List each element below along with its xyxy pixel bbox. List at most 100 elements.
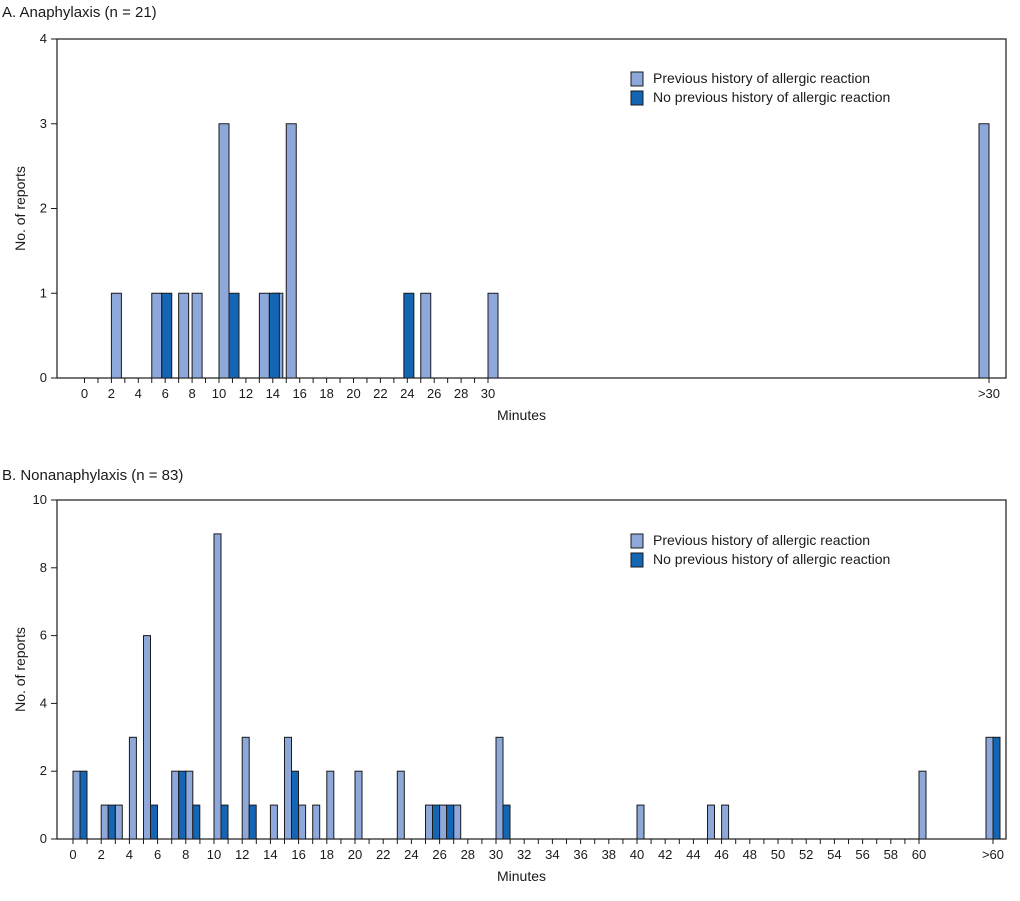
x-tick-label: 12 xyxy=(235,847,249,862)
y-axis-label: No. of reports xyxy=(12,627,28,712)
y-tick-label: 4 xyxy=(40,31,47,46)
bar-previous-history xyxy=(420,292,432,379)
x-tick-label: 8 xyxy=(188,386,195,401)
bar-previous-history xyxy=(241,736,250,840)
bar-no-previous-history xyxy=(291,770,299,840)
bar-previous-history xyxy=(128,736,137,840)
y-tick-label: 2 xyxy=(40,201,47,216)
bar-no-previous-history xyxy=(192,804,201,840)
bar-no-previous-history xyxy=(220,804,229,840)
x-tick-label: 16 xyxy=(292,386,306,401)
legend-swatch-previous-history xyxy=(630,71,644,87)
bar-previous-history xyxy=(495,736,504,840)
x-tick-label: 10 xyxy=(212,386,226,401)
plot-frame xyxy=(56,499,1007,840)
bar-previous-history xyxy=(258,292,270,379)
bar-previous-history xyxy=(439,804,448,840)
x-tick-label: 18 xyxy=(320,847,334,862)
bar-no-previous-history xyxy=(432,804,440,840)
bar-previous-history xyxy=(151,292,163,379)
anaphylaxis-chart: A. Anaphylaxis (n = 21)No. of reports012… xyxy=(2,4,1007,423)
bar-no-previous-history xyxy=(268,292,280,379)
bar-no-previous-history xyxy=(79,770,88,840)
y-tick-label: 1 xyxy=(40,285,47,300)
x-tick-label: 48 xyxy=(743,847,757,862)
legend-swatch-no-previous-history xyxy=(630,552,644,568)
x-tick-label: 12 xyxy=(239,386,253,401)
bar-no-previous-history xyxy=(228,292,240,379)
bar-previous-history xyxy=(191,292,203,379)
x-tick-label: 32 xyxy=(517,847,531,862)
x-tick-label: 20 xyxy=(346,386,360,401)
x-tick-label: 0 xyxy=(69,847,76,862)
y-tick-label: 2 xyxy=(40,763,47,778)
x-axis-label: Minutes xyxy=(497,868,546,884)
x-tick-label: 14 xyxy=(263,847,277,862)
x-tick-label: 6 xyxy=(162,386,169,401)
x-tick-label: 38 xyxy=(602,847,616,862)
y-tick-label: 4 xyxy=(40,695,47,710)
bar-previous-history xyxy=(425,804,433,840)
bar-previous-history xyxy=(354,770,363,840)
x-tick-label: 22 xyxy=(376,847,390,862)
x-tick-label: 6 xyxy=(154,847,161,862)
x-tick-label: 40 xyxy=(630,847,644,862)
legend-label-previous-history: Previous history of allergic reaction xyxy=(653,70,870,86)
bar-no-previous-history xyxy=(178,770,187,840)
x-tick-label: 10 xyxy=(207,847,221,862)
bar-previous-history xyxy=(269,804,278,840)
x-tick-label: 28 xyxy=(454,386,468,401)
bar-previous-history xyxy=(721,804,730,840)
x-tick-label: 30 xyxy=(481,386,495,401)
x-tick-label: 44 xyxy=(686,847,700,862)
bar-previous-history xyxy=(487,292,499,379)
x-tick-label: 28 xyxy=(461,847,475,862)
bar-no-previous-history xyxy=(502,804,511,840)
legend-label-no-previous-history: No previous history of allergic reaction xyxy=(653,89,890,105)
y-axis-label: No. of reports xyxy=(12,166,28,251)
y-tick-label: 0 xyxy=(40,831,47,846)
legend-label-previous-history: Previous history of allergic reaction xyxy=(653,532,870,548)
chart-title: B. Nonanaphylaxis (n = 83) xyxy=(2,467,183,484)
x-tick-label: 52 xyxy=(799,847,813,862)
nonanaphylaxis-chart: B. Nonanaphylaxis (n = 83) No. of reports… xyxy=(2,467,1007,884)
bar-previous-history xyxy=(178,292,190,379)
x-tick-label: 2 xyxy=(98,847,105,862)
x-tick-label: 26 xyxy=(432,847,446,862)
x-tick-label: 0 xyxy=(81,386,88,401)
bar-no-previous-history xyxy=(161,292,173,379)
x-tick-label: 30 xyxy=(489,847,503,862)
bar-previous-history xyxy=(285,123,297,379)
bar-previous-history xyxy=(100,804,109,840)
x-tick-label: 58 xyxy=(884,847,898,862)
bar-previous-history xyxy=(284,736,292,840)
x-tick-label: 4 xyxy=(135,386,142,401)
bar-previous-history xyxy=(707,804,715,840)
x-tick-label: 26 xyxy=(427,386,441,401)
chart-title: A. Anaphylaxis (n = 21) xyxy=(2,4,157,21)
bar-previous-history xyxy=(213,533,222,840)
bar-previous-history xyxy=(636,804,645,840)
bar-previous-history xyxy=(298,804,307,840)
x-tick-label: 22 xyxy=(373,386,387,401)
bar-previous-history xyxy=(326,770,335,840)
x-tick-label: 54 xyxy=(827,847,841,862)
bar-previous-history xyxy=(396,770,405,840)
x-tick-label: 14 xyxy=(266,386,280,401)
x-tick-label: 60 xyxy=(912,847,926,862)
bar-previous-history xyxy=(918,770,927,840)
bar-previous-history xyxy=(72,770,81,840)
x-tick-label: >60 xyxy=(982,847,1004,862)
bar-no-previous-history xyxy=(248,804,257,840)
x-tick-label: 24 xyxy=(404,847,418,862)
bar-no-previous-history xyxy=(107,804,116,840)
bar-previous-history xyxy=(110,292,122,379)
bar-no-previous-history xyxy=(992,736,1001,840)
legend-swatch-no-previous-history xyxy=(630,90,644,106)
x-tick-label: 4 xyxy=(126,847,133,862)
bar-previous-history xyxy=(185,770,194,840)
x-tick-label: 8 xyxy=(182,847,189,862)
y-tick-label: 3 xyxy=(40,116,47,131)
bar-previous-history xyxy=(985,736,994,840)
legend-label-no-previous-history: No previous history of allergic reaction xyxy=(653,551,890,567)
